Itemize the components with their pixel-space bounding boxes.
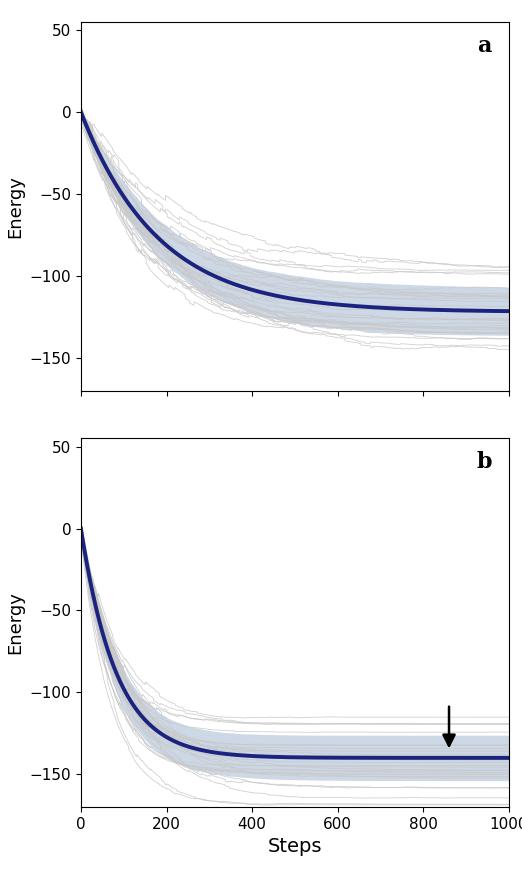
Text: a: a: [478, 35, 492, 57]
Text: b: b: [477, 452, 492, 474]
X-axis label: Steps: Steps: [268, 837, 322, 856]
Y-axis label: Energy: Energy: [6, 591, 24, 654]
Y-axis label: Energy: Energy: [6, 175, 24, 238]
